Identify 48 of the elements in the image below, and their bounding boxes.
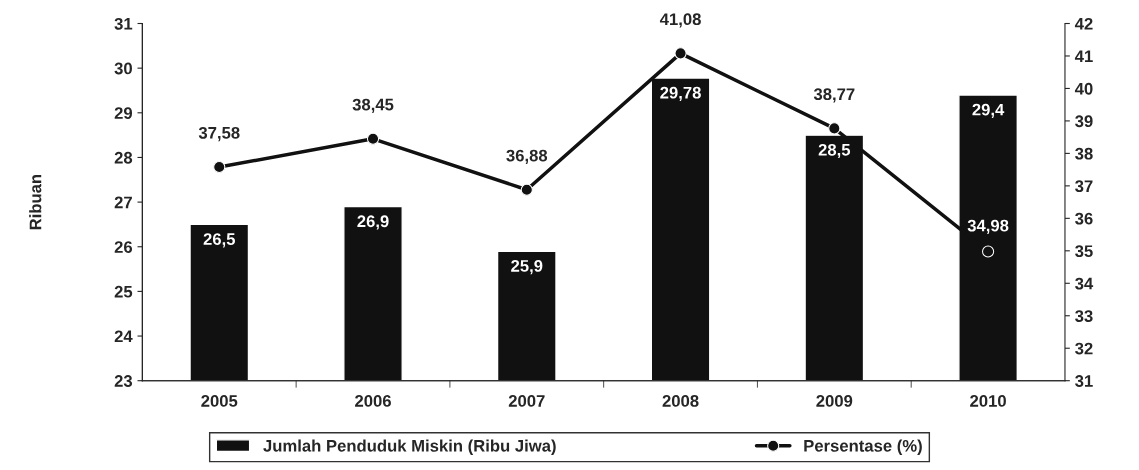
data-label: 38,77	[813, 88, 855, 103]
y-tick-label: 29	[114, 107, 133, 119]
data-label: 37,58	[198, 126, 240, 142]
y2-tick-label: 40	[1074, 82, 1093, 95]
y-tick-label: 31	[114, 17, 133, 30]
data-label: 41,08	[659, 13, 701, 28]
y2-tick-label: 42	[1074, 17, 1093, 30]
y-tick-label: 30	[114, 62, 132, 75]
x-tick-label: 2008	[662, 395, 699, 407]
x-tick-label: 2006	[355, 395, 391, 407]
data-label: 26,5	[203, 233, 236, 248]
y2-tick-label: 32	[1075, 342, 1093, 355]
point	[520, 183, 533, 196]
y2-tick-label: 31	[1075, 375, 1093, 387]
y2-tick-label: 37	[1075, 180, 1093, 193]
data-label: 25,9	[511, 259, 543, 275]
point	[674, 47, 687, 60]
data-label: 26,9	[357, 215, 389, 230]
point	[828, 122, 841, 135]
y-tick-label: 27	[114, 196, 132, 209]
x-tick-label: 2010	[970, 395, 1006, 407]
y2-tick-label: 39	[1075, 115, 1093, 128]
data-label: 28,5	[818, 143, 851, 159]
point	[982, 245, 995, 258]
point	[213, 160, 226, 174]
y-tick-label: 25	[114, 285, 133, 298]
y-tick-label: 28	[114, 151, 133, 164]
data-label: 38,45	[352, 98, 394, 113]
legend-label: Jumlah Penduduk Miskin (Ribu Jiwa)	[263, 439, 556, 455]
y2-tick-label: 34	[1075, 277, 1094, 290]
x-tick-label: 2005	[201, 395, 238, 407]
point	[366, 132, 380, 145]
x-tick-label: 2007	[508, 395, 545, 407]
y2-tick-label: 41	[1074, 50, 1093, 63]
y2-tick-label: 35	[1075, 245, 1093, 258]
legend-label: Persentase (%)	[804, 439, 922, 455]
y-tick-label: 23	[114, 375, 133, 387]
y-axis-title: Ribuan	[29, 174, 42, 230]
data-label: 34,98	[967, 219, 1009, 234]
y-tick-label: 24	[114, 330, 133, 343]
data-label: 36,88	[506, 149, 548, 164]
x-tick-label: 2009	[816, 395, 853, 407]
y2-tick-label: 36	[1075, 212, 1093, 225]
data-label: 29,78	[660, 86, 701, 101]
y2-tick-label: 38	[1075, 147, 1093, 160]
data-label: 29,4	[972, 103, 1005, 118]
y-tick-label: 26	[114, 241, 133, 253]
y2-tick-label: 33	[1075, 310, 1093, 322]
